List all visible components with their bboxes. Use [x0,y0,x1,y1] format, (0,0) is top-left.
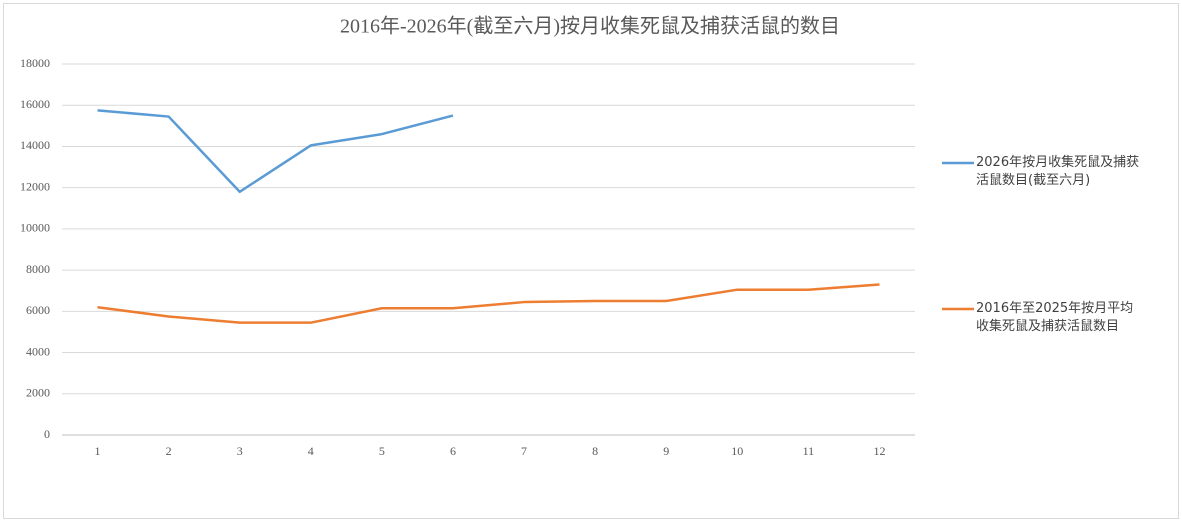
x-tick-label: 10 [731,444,743,458]
x-tick-label: 5 [379,444,385,458]
x-tick-label: 9 [663,444,669,458]
y-tick-label: 0 [44,427,50,441]
y-tick-label: 4000 [26,344,50,358]
y-tick-label: 10000 [20,221,50,235]
legend-label: 2016年至2025年按月平均收集死鼠及捕获活鼠数目 [976,301,1134,334]
y-tick-label: 18000 [20,56,50,70]
y-tick-label: 12000 [20,179,50,193]
x-tick-label: 12 [873,444,885,458]
x-tick-label: 1 [95,444,101,458]
chart-border [3,3,1179,519]
y-tick-label: 14000 [20,138,50,152]
y-tick-label: 16000 [20,97,50,111]
x-tick-label: 3 [237,444,243,458]
x-tick-label: 7 [521,444,527,458]
series-line [97,283,880,324]
y-tick-label: 2000 [26,386,50,400]
y-tick-label: 6000 [26,303,50,317]
x-tick-label: 11 [803,444,815,458]
x-tick-label: 4 [308,444,314,458]
chart-title: 2016年-2026年(截至六月)按月收集死鼠及捕获活鼠的数目 [340,15,840,38]
legend-label: 2026年按月收集死鼠及捕获活鼠数目(截至六月) [976,155,1140,188]
x-tick-label: 6 [450,444,456,458]
y-tick-label: 8000 [26,262,50,276]
series-line [97,109,454,194]
x-tick-label: 8 [592,444,598,458]
x-tick-label: 2 [166,444,172,458]
